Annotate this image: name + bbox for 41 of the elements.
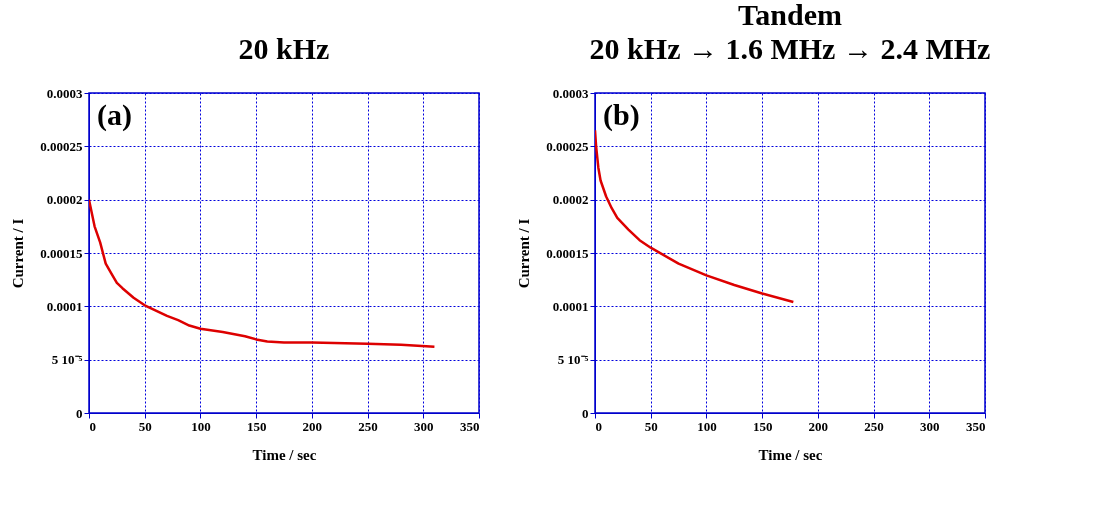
x-tick-label: 50 xyxy=(644,418,658,434)
x-tick-label: 300 xyxy=(414,418,434,434)
x-tick-label: 350 xyxy=(460,418,480,434)
x-tick-label: 200 xyxy=(808,418,829,434)
x-tick-label: 50 xyxy=(138,418,152,434)
x-tick-label: 150 xyxy=(752,418,773,434)
x-tick-label: 250 xyxy=(864,418,884,434)
y-tick-label: 0.0001 xyxy=(552,298,589,314)
x-tick-label: 150 xyxy=(246,418,267,434)
x-tick-label: 300 xyxy=(920,418,940,434)
x-tick-label: 100 xyxy=(191,418,211,434)
y-tick-label: 0 xyxy=(582,405,589,421)
x-tick-label: 100 xyxy=(697,418,717,434)
y-tick-label: 0.0002 xyxy=(46,192,83,208)
x-tick-label: 250 xyxy=(358,418,378,434)
y-tick-label: 0.00015 xyxy=(546,245,589,261)
y-tick-label: 0.00025 xyxy=(40,138,83,154)
x-tick-label: 350 xyxy=(966,418,986,434)
annotation: (a) xyxy=(97,98,132,132)
line-series xyxy=(89,198,436,349)
y-tick-label: 0.0001 xyxy=(46,298,83,314)
x-tick-label: 0 xyxy=(595,418,602,434)
line-series xyxy=(595,129,795,304)
y-tick-label: 0.0002 xyxy=(552,192,589,208)
y-tick-label: 0.0003 xyxy=(46,85,83,101)
x-axis-title: Time / sec xyxy=(252,446,317,463)
annotation: (b) xyxy=(603,98,640,132)
y-tick-label: 0 xyxy=(76,405,83,421)
chart-title: 20 kHz xyxy=(238,32,330,65)
y-tick-label: 0.00015 xyxy=(40,245,83,261)
y-tick-label: 0.0003 xyxy=(552,85,589,101)
chart-title: Tandem xyxy=(738,0,842,31)
y-axis-title: Current / I xyxy=(516,218,533,289)
y-tick-label: 0.00025 xyxy=(546,138,589,154)
y-tick-label: 5 10⁻⁵ xyxy=(51,352,83,368)
y-axis-title: Current / I xyxy=(10,218,27,289)
chart-subtitle: 20 kHz → 1.6 MHz → 2.4 MHz xyxy=(589,32,991,65)
x-tick-label: 0 xyxy=(89,418,96,434)
y-tick-label: 5 10⁻⁵ xyxy=(557,352,589,368)
x-tick-label: 200 xyxy=(302,418,323,434)
x-axis-title: Time / sec xyxy=(758,446,823,463)
